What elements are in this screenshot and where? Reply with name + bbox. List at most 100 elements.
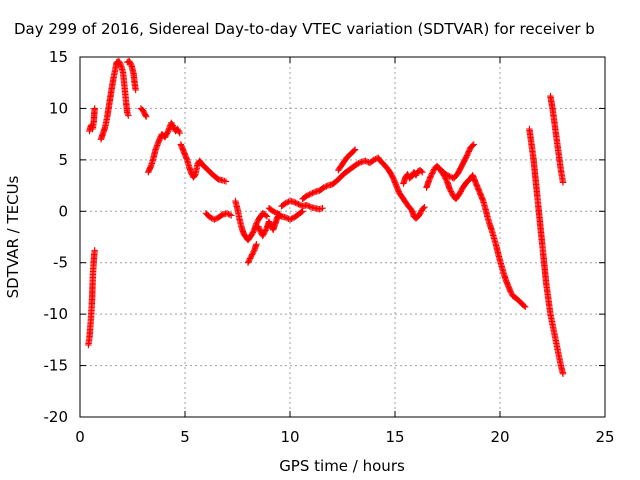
data-point (284, 214, 291, 222)
data-point (174, 125, 181, 133)
data-point (362, 157, 369, 165)
data-point (246, 256, 253, 264)
data-point (293, 200, 301, 207)
x-tick-label: 0 (75, 428, 85, 446)
data-point (456, 189, 464, 196)
data-point (413, 170, 420, 178)
data-points (85, 57, 567, 377)
data-point (261, 228, 268, 236)
data-point (168, 121, 176, 128)
data-point (253, 241, 260, 248)
y-tick-label: 15 (49, 48, 68, 66)
data-point (207, 214, 214, 221)
grid-lines (80, 57, 605, 417)
data-point (457, 188, 464, 195)
data-point (175, 127, 182, 134)
data-point (175, 128, 183, 135)
data-point (126, 59, 134, 66)
y-tick-label: 0 (58, 202, 68, 220)
data-point (305, 202, 312, 209)
data-point (249, 251, 256, 258)
data-point (117, 60, 124, 68)
data-point (303, 192, 310, 200)
data-point (306, 203, 313, 210)
data-point (469, 142, 476, 149)
x-tick-label: 10 (280, 428, 299, 446)
data-point (520, 302, 528, 310)
data-point (253, 219, 261, 226)
axis-ticks (79, 56, 606, 418)
data-point (91, 247, 98, 254)
data-point (226, 211, 233, 218)
data-point (225, 210, 232, 218)
data-point (140, 108, 147, 116)
data-point (307, 190, 315, 197)
data-point (412, 172, 420, 179)
data-point (320, 184, 327, 191)
data-point (428, 171, 435, 179)
x-tick-label: 20 (490, 428, 509, 446)
data-point (306, 191, 313, 198)
data-point (223, 210, 231, 217)
data-point (286, 216, 294, 223)
x-tick-label: 15 (385, 428, 404, 446)
data-point (310, 189, 317, 196)
data-point (508, 289, 515, 297)
data-point (170, 123, 177, 131)
y-tick-label: -10 (44, 305, 69, 323)
data-point (176, 129, 183, 137)
data-point (249, 230, 256, 238)
data-point (370, 156, 378, 164)
data-point (249, 229, 257, 236)
data-point (418, 167, 425, 175)
data-point (244, 259, 252, 266)
data-point (421, 203, 428, 211)
data-point (296, 201, 303, 208)
data-point (404, 171, 411, 178)
data-point (169, 122, 176, 129)
data-point (442, 171, 449, 178)
data-point (115, 57, 123, 65)
data-point (262, 227, 269, 234)
data-point (168, 119, 175, 127)
data-point (559, 179, 567, 186)
data-point (445, 172, 452, 179)
data-point (446, 173, 453, 180)
data-point (291, 198, 298, 206)
data-point (295, 200, 302, 208)
data-point (247, 254, 254, 261)
y-tick-label: -20 (44, 408, 69, 426)
data-point (447, 188, 455, 195)
data-point (429, 169, 436, 176)
data-point (417, 210, 424, 217)
data-point (212, 215, 219, 223)
data-point (430, 167, 437, 175)
y-axis-title: SDTVAR / TECUs (4, 175, 22, 298)
y-tick-label: 10 (49, 99, 68, 117)
data-point (446, 185, 453, 192)
data-point (559, 370, 567, 377)
data-point (305, 191, 312, 199)
data-point (442, 176, 450, 183)
data-point (288, 215, 295, 223)
data-point (270, 208, 277, 215)
data-point (419, 169, 426, 176)
data-point (248, 252, 255, 260)
y-tick-label: -5 (53, 254, 68, 272)
data-point (351, 146, 359, 153)
x-tick-label: 25 (595, 428, 614, 446)
data-point (228, 212, 235, 219)
data-point (427, 173, 434, 180)
data-point (126, 57, 133, 65)
chart-title: Day 299 of 2016, Sidereal Day-to-day VTE… (14, 20, 595, 38)
data-point (282, 199, 289, 207)
data-point (284, 199, 291, 206)
data-point (222, 178, 230, 185)
data-point (420, 205, 427, 212)
data-point (132, 86, 139, 94)
data-point (208, 214, 215, 222)
data-point (249, 249, 257, 257)
data-point (282, 214, 289, 221)
data-point (246, 255, 254, 262)
data-point (271, 208, 278, 216)
